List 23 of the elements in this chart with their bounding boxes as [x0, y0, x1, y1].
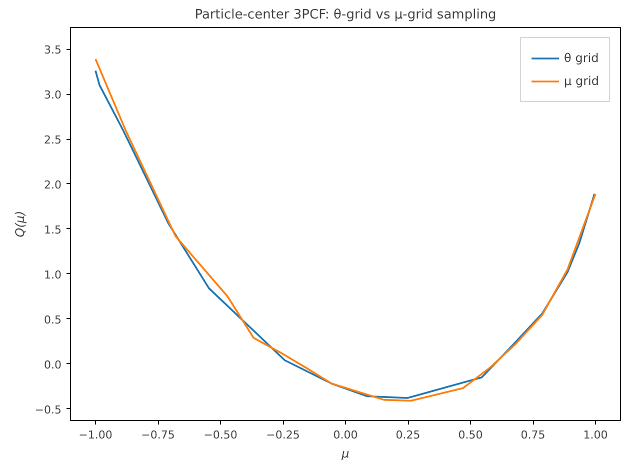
x-tick-label: −0.25	[266, 428, 300, 442]
x-tick-label: −0.75	[141, 428, 175, 442]
y-tick-label: 0.5	[44, 313, 62, 326]
y-tick-label: 0.0	[44, 358, 62, 372]
y-tick-label: −0.5	[34, 403, 62, 416]
y-tick-label: 1.5	[44, 223, 62, 236]
y-tick-label: 2.5	[44, 134, 62, 147]
x-tick-label: 0.25	[396, 428, 420, 442]
y-tick-label: 1.0	[44, 268, 62, 282]
x-tick-label: 1.00	[583, 428, 608, 442]
y-tick-label: 3.5	[44, 44, 62, 57]
x-tick-label: 0.75	[520, 428, 546, 442]
x-tick-label: 0.00	[333, 428, 358, 442]
x-tick-label: 0.50	[458, 428, 483, 442]
y-axis-title: Q(μ)	[12, 210, 27, 238]
legend-label: μ grid	[564, 74, 599, 88]
legend-label: θ grid	[564, 51, 599, 65]
y-tick-label: 2.0	[44, 178, 62, 192]
chart-title: Particle-center 3PCF: θ-grid vs μ-grid sampling	[194, 8, 496, 22]
x-tick-label: −1.00	[78, 428, 112, 442]
y-tick-label: 3.0	[44, 88, 62, 102]
x-tick-label: −0.50	[204, 428, 238, 442]
x-axis-title: μ	[340, 446, 350, 460]
